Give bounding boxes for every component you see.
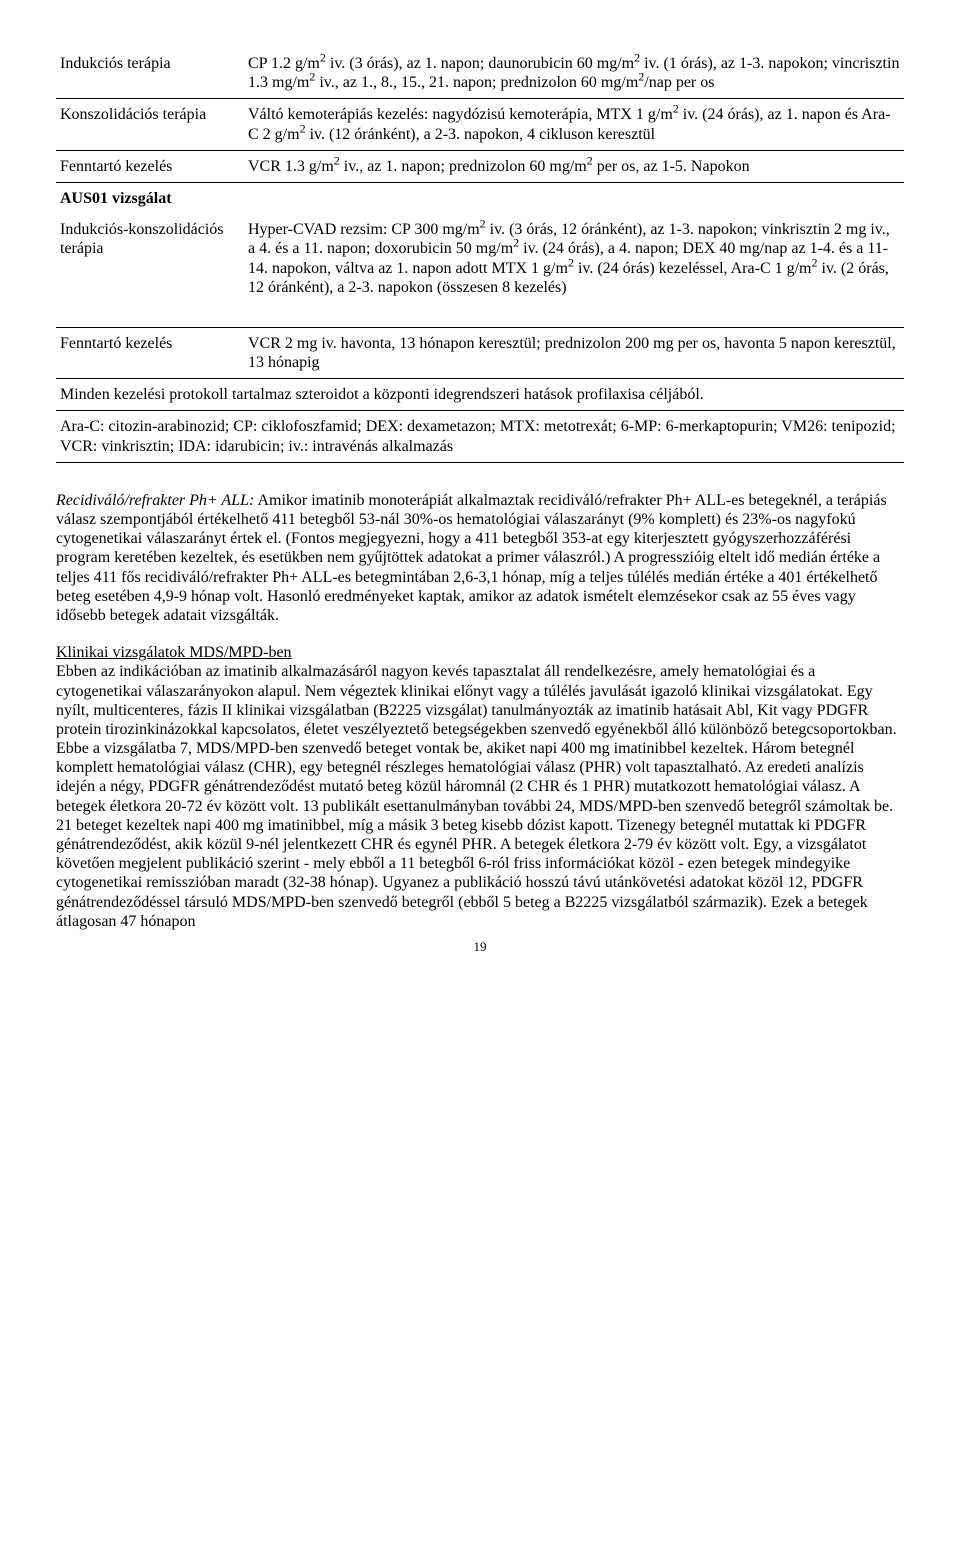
- row-text: [244, 182, 904, 214]
- protocol-table: Indukciós terápiaCP 1.2 g/m2 iv. (3 órás…: [56, 48, 904, 463]
- table-abbrev: Ara-C: citozin-arabinozid; CP: ciklofosz…: [56, 411, 904, 462]
- row-label: Indukciós terápia: [56, 48, 244, 98]
- para2-heading: Klinikai vizsgálatok MDS/MPD-ben: [56, 644, 292, 661]
- table-row: Konszolidációs terápiaVáltó kemoterápiás…: [56, 99, 904, 150]
- table-row: AUS01 vizsgálat: [56, 182, 904, 214]
- row-label: Fenntartó kezelés: [56, 327, 244, 378]
- table-note: Minden kezelési protokoll tartalmaz szte…: [56, 379, 904, 411]
- table-row: Indukciós-konszolidációs terápiaHyper-CV…: [56, 214, 904, 303]
- row-label: Konszolidációs terápia: [56, 99, 244, 150]
- row-label: AUS01 vizsgálat: [56, 182, 244, 214]
- para1-lead: Recidiváló/refrakter Ph+ ALL:: [56, 492, 254, 509]
- table-row: Fenntartó kezelésVCR 2 mg iv. havonta, 1…: [56, 327, 904, 378]
- table-note-row: Minden kezelési protokoll tartalmaz szte…: [56, 379, 904, 411]
- row-text: Hyper-CVAD rezsim: CP 300 mg/m2 iv. (3 ó…: [244, 214, 904, 303]
- row-text: VCR 2 mg iv. havonta, 13 hónapon kereszt…: [244, 327, 904, 378]
- table-row: Fenntartó kezelésVCR 1.3 g/m2 iv., az 1.…: [56, 150, 904, 182]
- row-label: Fenntartó kezelés: [56, 150, 244, 182]
- row-text: VCR 1.3 g/m2 iv., az 1. napon; prednizol…: [244, 150, 904, 182]
- row-text: CP 1.2 g/m2 iv. (3 órás), az 1. napon; d…: [244, 48, 904, 98]
- page-number: 19: [56, 939, 904, 955]
- row-text: Váltó kemoterápiás kezelés: nagydózisú k…: [244, 99, 904, 150]
- para1-body: Amikor imatinib monoterápiát alkalmaztak…: [56, 492, 887, 624]
- table-abbrev-row: Ara-C: citozin-arabinozid; CP: ciklofosz…: [56, 411, 904, 462]
- para2-body: Ebben az indikációban az imatinib alkalm…: [56, 663, 897, 929]
- row-label: Indukciós-konszolidációs terápia: [56, 214, 244, 303]
- table-row: Indukciós terápiaCP 1.2 g/m2 iv. (3 órás…: [56, 48, 904, 98]
